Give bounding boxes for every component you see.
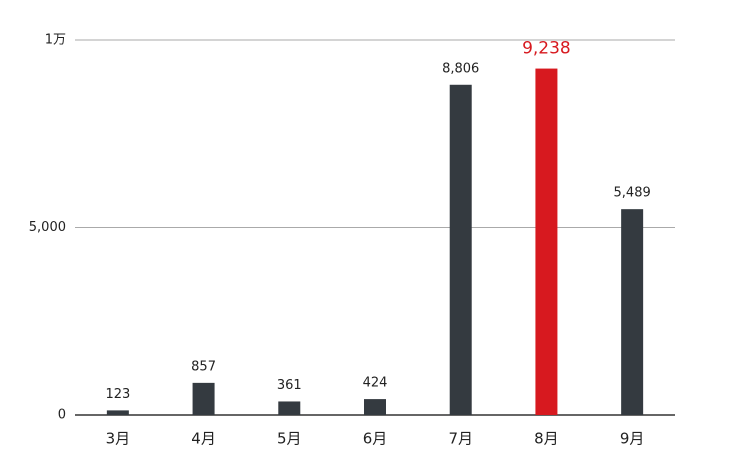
y-tick-label: 5,000 bbox=[29, 220, 66, 235]
value-label: 5,489 bbox=[614, 186, 651, 201]
bar bbox=[278, 401, 301, 415]
x-tick-label: 5月 bbox=[277, 430, 302, 448]
value-label: 123 bbox=[105, 387, 130, 402]
x-tick-label: 7月 bbox=[448, 430, 473, 448]
x-tick-label: 3月 bbox=[106, 430, 131, 448]
bar bbox=[192, 382, 215, 415]
x-tick-label: 9月 bbox=[620, 430, 645, 448]
x-tick-label: 8月 bbox=[534, 430, 559, 448]
x-tick-label: 6月 bbox=[363, 430, 388, 448]
value-label: 424 bbox=[363, 376, 388, 391]
bar bbox=[364, 399, 386, 415]
y-tick-label: 0 bbox=[58, 408, 66, 423]
value-label: 857 bbox=[191, 359, 216, 374]
bar bbox=[535, 68, 558, 415]
x-tick-label: 4月 bbox=[191, 430, 216, 448]
value-label: 9,238 bbox=[522, 39, 571, 59]
y-tick-label: 1万 bbox=[45, 33, 66, 48]
bar bbox=[449, 84, 472, 416]
value-label: 8,806 bbox=[442, 61, 479, 76]
bar bbox=[106, 410, 129, 415]
value-label: 361 bbox=[277, 378, 302, 393]
bar bbox=[621, 209, 644, 415]
